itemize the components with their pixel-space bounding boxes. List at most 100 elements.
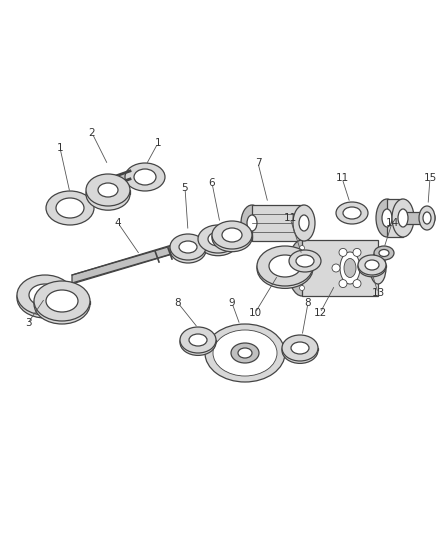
Polygon shape — [358, 265, 386, 267]
Circle shape — [353, 280, 361, 288]
Polygon shape — [180, 340, 216, 342]
Circle shape — [300, 265, 304, 271]
Ellipse shape — [282, 337, 318, 364]
Ellipse shape — [382, 209, 392, 227]
Polygon shape — [212, 235, 252, 238]
Ellipse shape — [257, 248, 313, 288]
Polygon shape — [387, 199, 403, 237]
Polygon shape — [198, 239, 238, 241]
Circle shape — [300, 276, 304, 280]
Ellipse shape — [343, 207, 361, 219]
Ellipse shape — [344, 259, 356, 278]
Ellipse shape — [293, 205, 315, 241]
Polygon shape — [86, 190, 130, 194]
Ellipse shape — [291, 342, 309, 354]
Ellipse shape — [247, 215, 257, 231]
Ellipse shape — [208, 232, 228, 246]
Text: 1: 1 — [155, 138, 161, 148]
Circle shape — [353, 248, 361, 256]
Ellipse shape — [269, 255, 301, 277]
Ellipse shape — [289, 250, 321, 272]
Ellipse shape — [238, 348, 252, 358]
Ellipse shape — [213, 330, 277, 376]
Ellipse shape — [46, 290, 78, 312]
Ellipse shape — [189, 334, 207, 346]
Ellipse shape — [134, 169, 156, 185]
Ellipse shape — [291, 344, 309, 357]
Ellipse shape — [86, 174, 130, 206]
Text: 2: 2 — [88, 128, 95, 138]
Polygon shape — [302, 240, 378, 296]
Circle shape — [332, 264, 340, 272]
Text: 8: 8 — [305, 298, 311, 308]
Ellipse shape — [208, 235, 228, 249]
Ellipse shape — [212, 224, 252, 252]
Text: 13: 13 — [371, 288, 385, 298]
Ellipse shape — [170, 237, 206, 263]
Ellipse shape — [180, 329, 216, 356]
Polygon shape — [403, 212, 431, 224]
Ellipse shape — [212, 221, 252, 249]
Ellipse shape — [340, 252, 360, 284]
Circle shape — [300, 246, 304, 251]
Ellipse shape — [241, 205, 263, 241]
Polygon shape — [34, 301, 90, 304]
Ellipse shape — [358, 255, 386, 275]
Ellipse shape — [269, 257, 301, 279]
Ellipse shape — [170, 234, 206, 260]
Ellipse shape — [98, 183, 118, 197]
Text: 5: 5 — [182, 183, 188, 193]
Circle shape — [339, 248, 347, 256]
Ellipse shape — [17, 275, 73, 315]
Text: 11: 11 — [336, 173, 349, 183]
Text: 6: 6 — [208, 178, 215, 188]
Ellipse shape — [125, 163, 165, 191]
Ellipse shape — [299, 215, 309, 231]
Text: 15: 15 — [424, 173, 437, 183]
Text: 12: 12 — [313, 308, 327, 318]
Ellipse shape — [419, 206, 435, 230]
Ellipse shape — [180, 327, 216, 353]
Circle shape — [339, 280, 347, 288]
Ellipse shape — [288, 240, 316, 296]
Ellipse shape — [17, 278, 73, 318]
Ellipse shape — [392, 199, 414, 237]
Ellipse shape — [34, 281, 90, 321]
Circle shape — [300, 286, 304, 290]
Ellipse shape — [376, 199, 398, 237]
Ellipse shape — [231, 343, 259, 363]
Ellipse shape — [222, 228, 242, 242]
Ellipse shape — [34, 284, 90, 324]
Ellipse shape — [46, 293, 78, 315]
Polygon shape — [96, 171, 130, 191]
Ellipse shape — [282, 335, 318, 361]
Ellipse shape — [423, 212, 431, 224]
Ellipse shape — [427, 212, 435, 224]
Ellipse shape — [179, 244, 197, 256]
Ellipse shape — [29, 287, 61, 309]
Ellipse shape — [296, 255, 314, 267]
Ellipse shape — [257, 246, 313, 286]
Ellipse shape — [198, 225, 238, 253]
Polygon shape — [17, 295, 73, 298]
Text: 10: 10 — [248, 308, 261, 318]
Ellipse shape — [379, 249, 389, 256]
Polygon shape — [282, 348, 318, 350]
Ellipse shape — [86, 178, 130, 210]
Circle shape — [360, 264, 368, 272]
Ellipse shape — [46, 191, 94, 225]
Ellipse shape — [198, 228, 238, 256]
Polygon shape — [72, 223, 250, 283]
Circle shape — [300, 255, 304, 261]
Text: 11: 11 — [283, 213, 297, 223]
Ellipse shape — [336, 202, 368, 224]
Text: 14: 14 — [385, 218, 399, 228]
Ellipse shape — [56, 198, 84, 218]
Text: 8: 8 — [175, 298, 181, 308]
Ellipse shape — [222, 231, 242, 245]
Ellipse shape — [374, 246, 394, 260]
Ellipse shape — [98, 187, 118, 201]
Ellipse shape — [295, 254, 309, 282]
Ellipse shape — [29, 284, 61, 306]
Ellipse shape — [398, 209, 408, 227]
